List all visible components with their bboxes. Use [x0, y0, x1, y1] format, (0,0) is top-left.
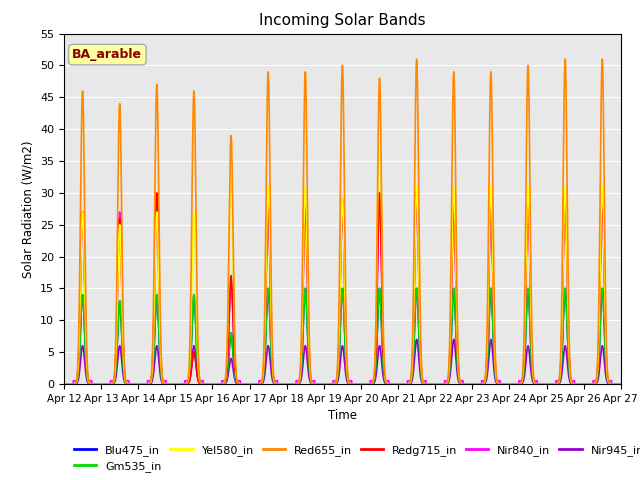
Red655_in [617, 381, 625, 387]
Yel580_in [419, 380, 427, 386]
Redg715_in [617, 381, 625, 387]
Blu475_in [617, 381, 625, 387]
Yel580_in [179, 381, 187, 387]
Redg715_in [615, 381, 623, 387]
Nir840_in [561, 190, 569, 196]
Gm535_in [173, 381, 181, 387]
Red655_in [419, 379, 427, 385]
Nir840_in [179, 381, 187, 387]
Gm535_in [269, 370, 276, 376]
Nir945_in [487, 336, 495, 342]
Nir945_in [179, 381, 187, 387]
Gm535_in [499, 381, 506, 387]
Yel580_in [499, 381, 506, 387]
Red655_in [60, 381, 68, 387]
Yel580_in [173, 381, 181, 387]
Redg715_in [179, 381, 187, 387]
Nir945_in [173, 381, 181, 387]
Yel580_in [60, 381, 68, 387]
X-axis label: Time: Time [328, 409, 357, 422]
Gm535_in [60, 381, 68, 387]
Redg715_in [499, 381, 506, 387]
Red655_in [598, 56, 606, 62]
Blu475_in [173, 381, 181, 387]
Line: Nir945_in: Nir945_in [64, 339, 621, 384]
Nir945_in [499, 381, 506, 387]
Blu475_in [499, 381, 506, 387]
Yel580_in [615, 381, 623, 387]
Blu475_in [419, 381, 427, 386]
Gm535_in [179, 381, 187, 387]
Redg715_in [561, 190, 569, 196]
Line: Yel580_in: Yel580_in [64, 97, 621, 384]
Legend: Blu475_in, Gm535_in, Yel580_in, Red655_in, Redg715_in, Nir840_in, Nir945_in: Blu475_in, Gm535_in, Yel580_in, Red655_i… [70, 440, 640, 477]
Nir840_in [269, 361, 276, 367]
Line: Blu475_in: Blu475_in [64, 288, 621, 384]
Gm535_in [598, 286, 606, 291]
Nir840_in [615, 381, 623, 387]
Redg715_in [60, 381, 68, 387]
Line: Gm535_in: Gm535_in [64, 288, 621, 384]
Gm535_in [419, 381, 427, 386]
Line: Red655_in: Red655_in [64, 59, 621, 384]
Nir840_in [173, 381, 181, 387]
Redg715_in [419, 380, 427, 386]
Nir840_in [499, 381, 506, 387]
Blu475_in [615, 381, 623, 387]
Blu475_in [60, 381, 68, 387]
Yel580_in [376, 95, 383, 100]
Nir840_in [617, 381, 625, 387]
Red655_in [499, 381, 506, 387]
Y-axis label: Solar Radiation (W/m2): Solar Radiation (W/m2) [22, 140, 35, 277]
Nir945_in [419, 381, 427, 387]
Gm535_in [615, 381, 623, 387]
Text: BA_arable: BA_arable [72, 48, 142, 61]
Redg715_in [269, 361, 276, 367]
Nir945_in [617, 381, 625, 387]
Gm535_in [617, 381, 625, 387]
Nir840_in [419, 378, 427, 384]
Yel580_in [617, 381, 625, 387]
Nir945_in [615, 381, 623, 387]
Title: Incoming Solar Bands: Incoming Solar Bands [259, 13, 426, 28]
Yel580_in [269, 359, 276, 364]
Red655_in [615, 381, 623, 387]
Line: Nir840_in: Nir840_in [64, 193, 621, 384]
Blu475_in [598, 286, 606, 291]
Red655_in [173, 381, 181, 387]
Line: Redg715_in: Redg715_in [64, 193, 621, 384]
Nir945_in [269, 377, 276, 383]
Red655_in [179, 381, 187, 387]
Blu475_in [179, 381, 187, 387]
Nir840_in [60, 381, 68, 387]
Red655_in [269, 346, 276, 351]
Blu475_in [269, 370, 276, 376]
Redg715_in [173, 381, 181, 387]
Nir945_in [60, 381, 68, 387]
